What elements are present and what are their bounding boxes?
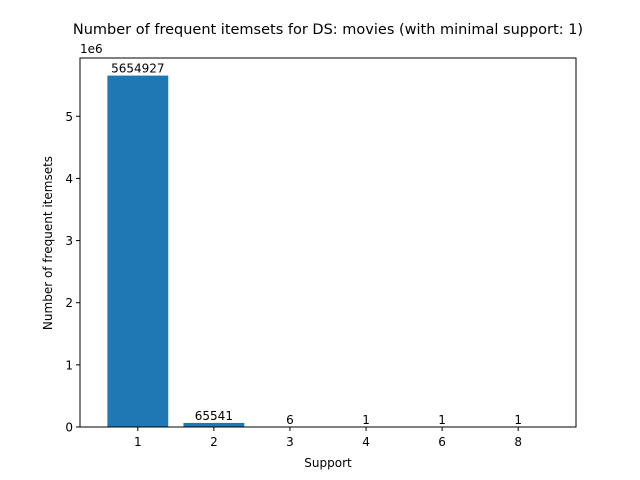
x-axis-label: Support (304, 456, 352, 470)
bar-1 (107, 75, 169, 427)
y-tick-label-3: 3 (65, 234, 73, 248)
y-tick-label-2: 2 (65, 296, 73, 310)
x-tick-label-6: 6 (438, 435, 446, 449)
x-tick-label-4: 4 (362, 435, 370, 449)
y-ticks-group: 0 1 2 3 4 5 (65, 110, 80, 435)
x-tick-label-3: 3 (286, 435, 294, 449)
data-label-4: 1 (362, 413, 370, 427)
chart-title: Number of frequent itemsets for DS: movi… (73, 22, 583, 38)
data-label-2: 65541 (195, 409, 233, 423)
data-label-3: 6 (286, 413, 294, 427)
x-ticks-group: 1 2 3 4 6 8 (134, 427, 522, 449)
data-label-1: 5654927 (111, 62, 164, 76)
y-tick-label-4: 4 (65, 172, 73, 186)
y-axis-label: Number of frequent itemsets (41, 156, 55, 330)
x-tick-label-1: 1 (134, 435, 142, 449)
y-tick-label-1: 1 (65, 358, 73, 372)
bar-2 (183, 422, 245, 427)
plot-frame (79, 57, 577, 428)
data-label-8: 1 (514, 413, 522, 427)
x-tick-label-2: 2 (210, 435, 218, 449)
y-tick-label-0: 0 (65, 421, 73, 435)
y-tick-label-5: 5 (65, 110, 73, 124)
bars-group: 5654927 65541 6 1 1 1 (107, 62, 549, 427)
y-offset-label: 1e6 (80, 42, 103, 56)
data-label-6: 1 (438, 413, 446, 427)
x-tick-label-8: 8 (514, 435, 522, 449)
